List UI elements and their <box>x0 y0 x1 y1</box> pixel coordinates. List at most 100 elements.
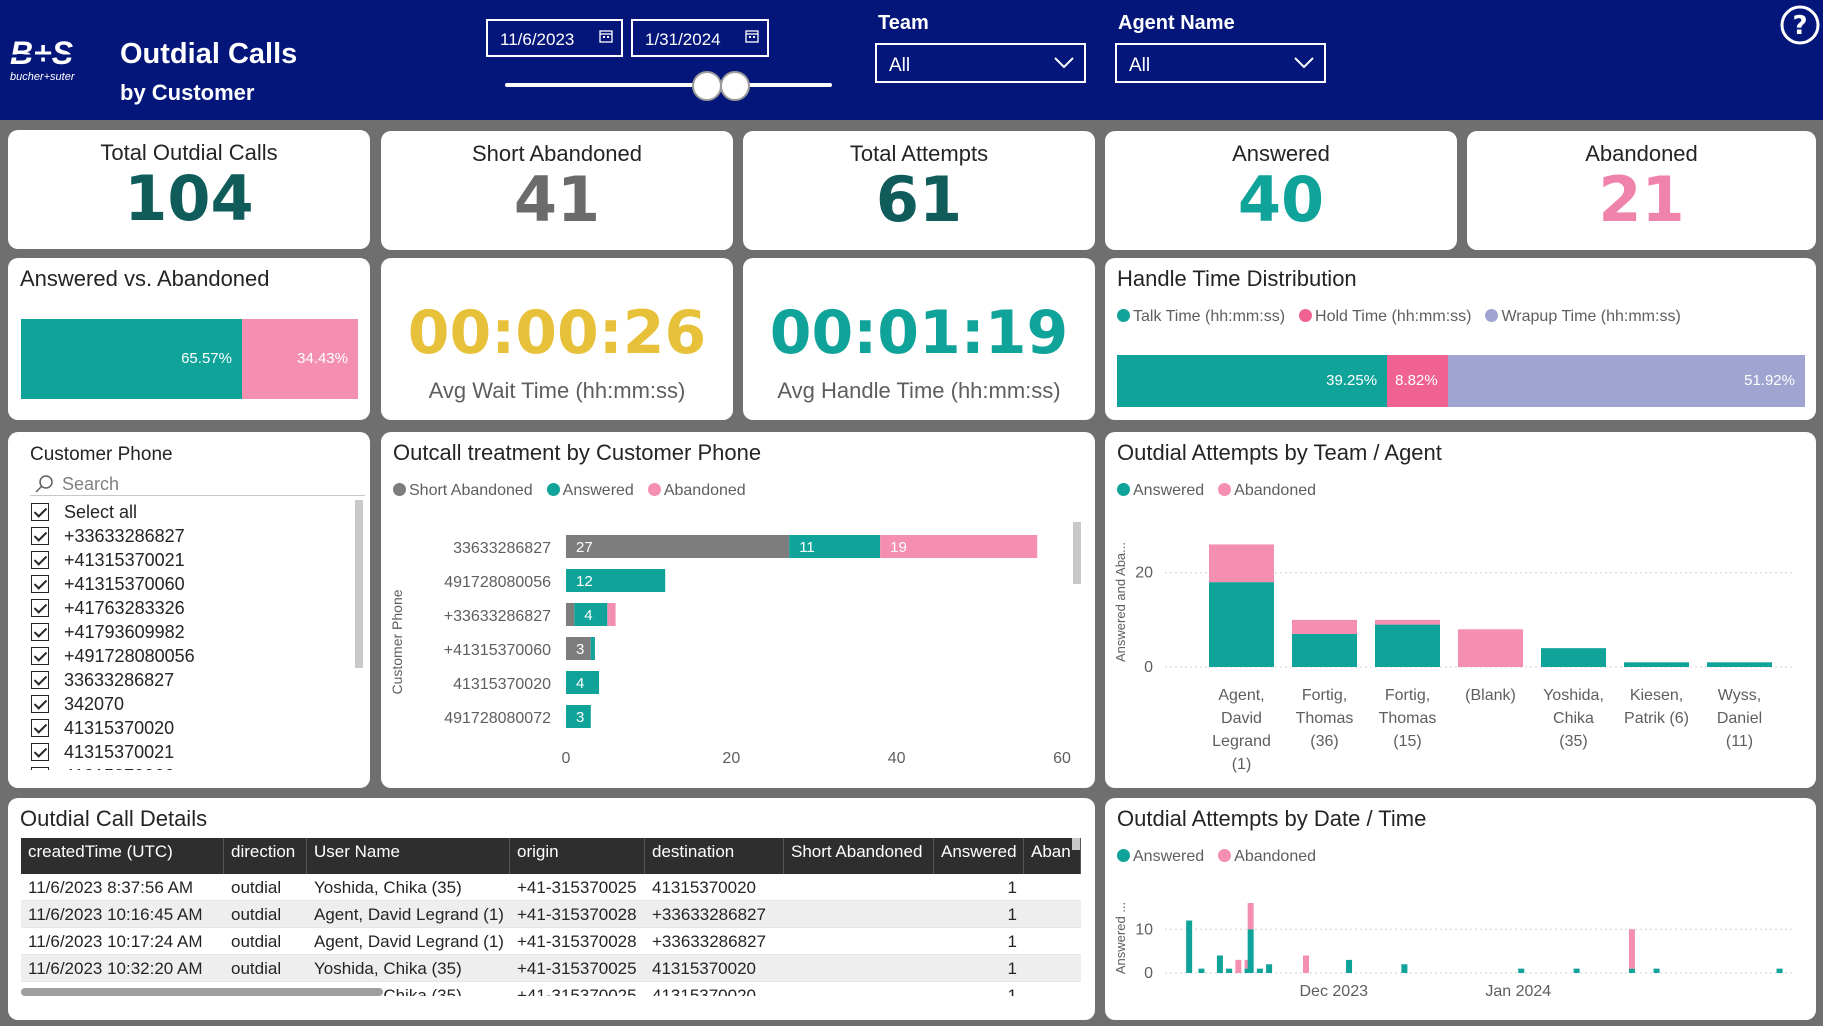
column-header[interactable]: Answered <box>934 838 1024 874</box>
category-label: Yoshida, <box>1543 687 1604 704</box>
answered-bar-segment[interactable]: 65.57% <box>21 319 242 399</box>
slicer-item[interactable]: 41315370066 <box>30 764 350 770</box>
outcall-treatment-card: Outcall treatment by Customer Phone Shor… <box>381 432 1095 788</box>
bar-short-abandoned <box>566 603 575 626</box>
table-horizontal-scrollbar[interactable] <box>21 988 383 996</box>
table-cell: outdial <box>231 878 282 897</box>
chevron-down-icon <box>1294 57 1314 69</box>
slicer-item[interactable]: 41315370020 <box>30 716 350 740</box>
category-label: (1) <box>1232 756 1252 773</box>
x-tick-label: 40 <box>888 750 906 767</box>
checkbox-icon[interactable] <box>31 719 49 737</box>
category-label: (15) <box>1393 733 1421 750</box>
table-row[interactable]: 11/6/2023 10:17:24 AM outdial Agent, David… <box>21 928 1081 955</box>
avg-handle-time-card: 00:01:19 Avg Handle Time (hh:mm:ss) <box>743 258 1095 420</box>
abandoned-bar-segment[interactable]: 34.43% <box>241 319 358 399</box>
slicer-item[interactable]: +491728080056 <box>30 644 350 668</box>
talk-time-segment[interactable]: 39.25% <box>1117 355 1388 407</box>
end-date-input[interactable]: 1/31/2024 <box>631 19 769 57</box>
checkbox-icon[interactable] <box>31 551 49 569</box>
table-row[interactable]: 11/6/2023 8:37:56 AM outdial Yoshida, Chik… <box>21 874 1081 901</box>
bar-abandoned <box>1209 544 1274 583</box>
slicer-item[interactable]: +41793609982 <box>30 620 350 644</box>
table-cell: 1 <box>1007 905 1017 924</box>
slider-start-handle[interactable] <box>692 71 722 101</box>
slicer-scrollbar[interactable] <box>355 500 363 668</box>
kpi-label: Total Outdial Calls <box>100 140 278 165</box>
checkbox-icon[interactable] <box>31 503 49 521</box>
bar-abandoned <box>1244 959 1251 969</box>
x-tick-label: Dec 2023 <box>1300 983 1369 1000</box>
table-row[interactable]: 11/6/2023 10:32:20 AM outdial Yoshida, Chi… <box>21 955 1081 982</box>
bar-answered <box>590 637 595 660</box>
search-input[interactable]: Search <box>30 474 365 496</box>
table-cell: +41-315370025 <box>517 878 637 897</box>
question-icon[interactable]: ? <box>1779 4 1821 46</box>
slicer-item[interactable]: +41315370060 <box>30 572 350 596</box>
legend-item-abandoned: Abandoned <box>1218 482 1316 500</box>
avg-wait-time-label: Avg Wait Time (hh:mm:ss) <box>428 378 686 403</box>
slicer-item[interactable]: +41315370021 <box>30 548 350 572</box>
chart-legend: Answered Abandoned <box>1117 482 1316 500</box>
column-header[interactable]: Aban <box>1024 838 1081 874</box>
bar-answered <box>1653 968 1660 973</box>
x-tick-label: Jan 2024 <box>1485 983 1551 1000</box>
slicer-item[interactable]: 41315370021 <box>30 740 350 764</box>
bar-answered <box>566 569 666 592</box>
column-header[interactable]: User Name <box>307 838 510 874</box>
kpi-value: 21 <box>1598 163 1685 236</box>
category-label: Patrik (6) <box>1624 710 1689 727</box>
date-range-slider[interactable] <box>505 83 832 87</box>
table-cell: 1 <box>1007 878 1017 897</box>
slicer-item-label: 41315370020 <box>64 718 175 738</box>
calendar-icon[interactable] <box>599 29 613 43</box>
checkbox-icon[interactable] <box>31 671 49 689</box>
y-tick-label: 0 <box>1144 659 1153 676</box>
select-all-checkbox[interactable]: Select all <box>30 500 350 524</box>
start-date-input[interactable]: 11/6/2023 <box>486 19 623 57</box>
svg-text:?: ? <box>1792 11 1807 41</box>
checkbox-icon[interactable] <box>31 623 49 641</box>
table-cell: 1 <box>1007 959 1017 978</box>
slicer-item[interactable]: +33633286827 <box>30 524 350 548</box>
slicer-item[interactable]: 33633286827 <box>30 668 350 692</box>
column-header[interactable]: origin <box>510 838 645 874</box>
checkbox-icon[interactable] <box>31 767 49 770</box>
column-header[interactable]: direction <box>224 838 307 874</box>
checkbox-icon[interactable] <box>31 695 49 713</box>
column-header[interactable]: createdTime (UTC) <box>21 838 224 874</box>
checkbox-icon[interactable] <box>31 575 49 593</box>
calendar-icon[interactable] <box>745 29 759 43</box>
column-header[interactable]: destination <box>645 838 784 874</box>
checkbox-icon[interactable] <box>31 743 49 761</box>
table-vertical-scrollbar[interactable] <box>1072 838 1080 850</box>
chart-scrollbar[interactable] <box>1073 522 1081 584</box>
agent-name-dropdown[interactable]: All <box>1115 43 1326 83</box>
card-title: Outdial Call Details <box>20 806 208 831</box>
table-cell: Yoshida, Chika (35) <box>314 959 462 978</box>
answered-vs-abandoned-card: Answered vs. Abandoned 65.57% 34.43% <box>8 258 370 420</box>
category-label: +33633286827 <box>444 608 551 625</box>
column-header[interactable]: Short Abandoned <box>784 838 934 874</box>
y-axis-title: Customer Phone <box>389 589 405 694</box>
checkbox-icon[interactable] <box>31 599 49 617</box>
checkbox-icon[interactable] <box>31 647 49 665</box>
table-cell <box>784 982 934 996</box>
y-tick-label: 0 <box>1144 965 1153 982</box>
chart-legend: Answered Abandoned <box>1117 848 1316 866</box>
wrapup-time-segment[interactable]: 51.92% <box>1447 355 1805 407</box>
hold-time-segment[interactable]: 8.82% <box>1387 355 1448 407</box>
kpi-value: 104 <box>124 162 254 235</box>
bar-abandoned <box>1235 959 1242 973</box>
team-dropdown[interactable]: All <box>875 43 1086 83</box>
category-label: Kiesen, <box>1630 687 1683 704</box>
slicer-list: Select all +33633286827 +41315370021 +41315… <box>30 500 350 770</box>
slider-end-handle[interactable] <box>720 71 750 101</box>
slicer-item[interactable]: +41763283326 <box>30 596 350 620</box>
table-row[interactable]: 11/6/2023 10:16:45 AM outdial Agent, David… <box>21 901 1081 928</box>
slicer-item[interactable]: 342070 <box>30 692 350 716</box>
category-label: Daniel <box>1717 710 1762 727</box>
checkbox-icon[interactable] <box>31 527 49 545</box>
kpi-abandoned: Abandoned 21 <box>1467 131 1816 250</box>
bar-answered <box>1244 968 1251 973</box>
